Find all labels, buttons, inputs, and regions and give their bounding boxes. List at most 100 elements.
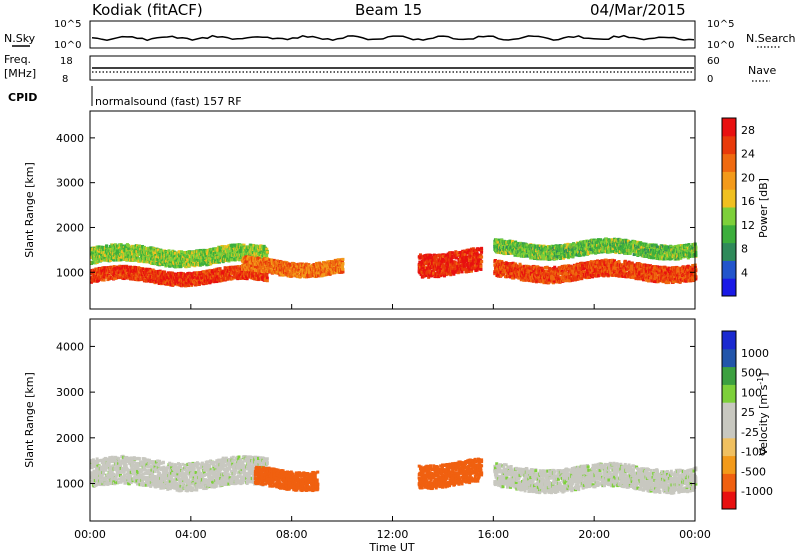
data-cell <box>253 252 257 256</box>
data-cell <box>336 265 340 269</box>
data-cell <box>127 247 131 251</box>
data-cell <box>313 270 317 274</box>
data-cell <box>223 245 227 249</box>
data-cell <box>117 273 121 277</box>
data-cell <box>456 268 460 272</box>
data-cell <box>424 268 428 272</box>
nsky-tick-bottom: 10^0 <box>54 40 81 51</box>
data-cell <box>146 246 150 250</box>
data-cell <box>120 255 124 259</box>
data-cell <box>107 277 111 281</box>
data-cell <box>472 262 476 266</box>
data-cell <box>163 262 167 266</box>
data-cell <box>208 258 212 262</box>
data-cell <box>93 261 97 265</box>
data-cell <box>96 253 100 257</box>
data-cell <box>238 243 242 247</box>
data-cell <box>190 272 194 276</box>
freq-tick-top: 18 <box>60 56 73 67</box>
data-cell <box>214 274 218 278</box>
data-cell <box>452 272 456 276</box>
data-cell <box>272 258 276 262</box>
data-cell <box>257 268 261 272</box>
data-cell <box>187 284 191 288</box>
data-cell <box>460 270 464 274</box>
data-cell <box>445 259 449 263</box>
data-cell <box>303 266 307 270</box>
data-cell <box>232 249 236 253</box>
data-cell <box>435 260 439 264</box>
data-cell <box>430 260 434 264</box>
data-cell <box>236 265 240 269</box>
nave-tick-top: 60 <box>707 56 720 67</box>
data-cell <box>118 273 122 277</box>
data-cell <box>236 243 240 247</box>
data-cell <box>429 257 433 261</box>
data-cell <box>341 262 345 266</box>
data-cell <box>234 271 238 275</box>
data-cell <box>437 265 441 269</box>
data-cell <box>142 260 146 264</box>
data-cell <box>315 266 319 270</box>
data-cell <box>437 262 441 266</box>
data-cell <box>177 280 181 284</box>
data-cell <box>179 264 183 268</box>
data-cell <box>269 266 273 270</box>
nsky-trace <box>91 34 695 42</box>
cpid-label: CPID <box>8 91 37 104</box>
data-cell <box>441 263 445 267</box>
data-cell <box>114 276 118 280</box>
data-cell <box>187 261 191 265</box>
cpid-value: normalsound (fast) 157 RF <box>95 95 242 108</box>
data-cell <box>451 251 455 255</box>
data-cell <box>476 264 480 268</box>
data-cell <box>263 278 267 282</box>
data-cell <box>440 273 444 277</box>
data-cell <box>439 267 443 271</box>
data-cell <box>166 261 170 265</box>
data-cell <box>244 251 248 255</box>
data-cell <box>168 264 172 268</box>
data-cell <box>476 258 480 262</box>
data-cell <box>168 277 172 281</box>
data-cell <box>229 272 233 276</box>
data-cell <box>112 277 116 281</box>
data-cell <box>453 260 457 264</box>
data-cell <box>296 272 300 276</box>
data-cell <box>124 273 128 277</box>
data-cell <box>152 277 156 281</box>
data-cell <box>163 270 167 274</box>
data-cell <box>91 279 95 283</box>
data-cell <box>197 278 201 282</box>
data-cell <box>192 278 196 282</box>
data-cell <box>171 272 175 276</box>
data-cell <box>289 274 293 278</box>
data-cell <box>328 260 332 264</box>
data-cell <box>279 268 283 272</box>
data-cell <box>265 276 269 280</box>
data-cell <box>210 276 214 280</box>
data-cell <box>321 265 325 269</box>
data-cell <box>102 278 106 282</box>
data-cell <box>296 271 300 275</box>
data-cell <box>161 251 165 255</box>
data-cell <box>457 262 461 266</box>
data-cell <box>427 275 431 279</box>
data-cell <box>422 256 426 260</box>
data-cell <box>454 256 458 260</box>
data-cell <box>154 280 158 284</box>
data-cell <box>418 253 422 257</box>
data-cell <box>312 263 316 267</box>
nsearch-label: N.Search <box>746 32 796 45</box>
data-cell <box>421 265 425 269</box>
data-cell <box>434 255 438 259</box>
nsearch-tick-top: 10^5 <box>707 19 734 30</box>
data-cell <box>441 256 445 260</box>
data-cell <box>341 267 345 271</box>
freq-label-bottom: [MHz] <box>4 67 36 80</box>
data-cell <box>205 263 209 267</box>
data-cell <box>433 268 437 272</box>
freq-panel <box>89 55 696 81</box>
data-cell <box>427 261 431 265</box>
data-cell <box>231 243 235 247</box>
